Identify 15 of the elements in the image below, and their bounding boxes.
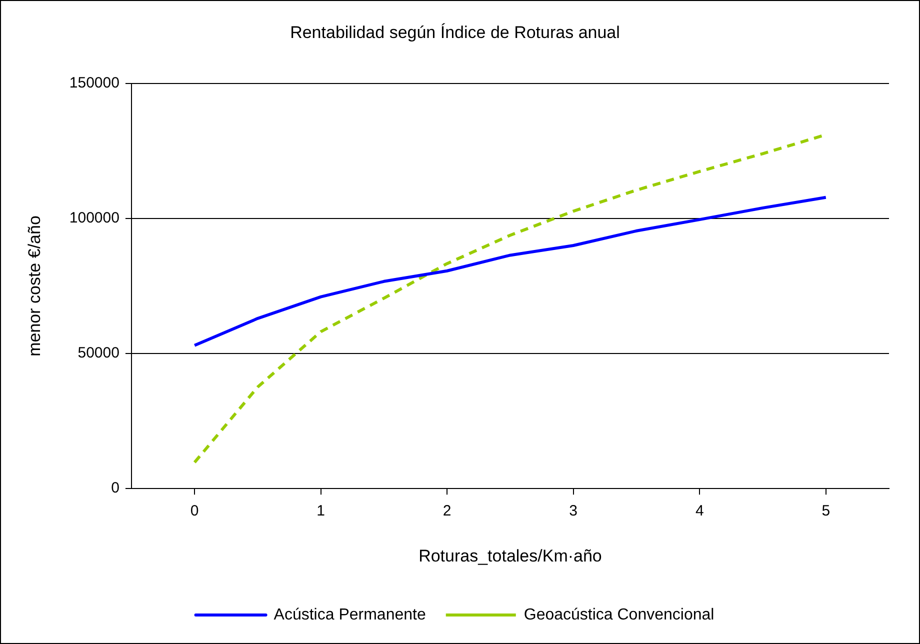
legend-label: Acústica Permanente [274, 606, 426, 624]
x-tick-label: 3 [569, 502, 578, 520]
y-tick-label: 50000 [78, 344, 120, 362]
y-tick-label: 0 [111, 480, 120, 497]
x-tick-label: 4 [695, 502, 704, 520]
y-axis-title: menor coste €/año [24, 216, 44, 356]
x-tick-label: 0 [190, 502, 199, 520]
legend-label: Geoacústica Convencional [524, 606, 714, 624]
y-tick-label: 100000 [69, 210, 120, 227]
chart-title: Rentabilidad según Índice de Roturas anual [290, 22, 620, 42]
y-tick-label: 150000 [69, 74, 120, 92]
x-axis-title: Roturas_totales/Km·año [418, 546, 602, 566]
x-tick-label: 2 [442, 502, 452, 520]
x-tick-label: 5 [822, 502, 830, 520]
x-tick-label: 1 [316, 502, 326, 520]
